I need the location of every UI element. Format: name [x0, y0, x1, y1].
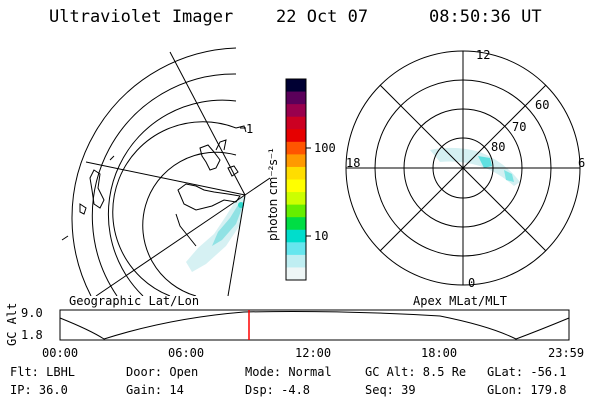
- colorbar-cell: [286, 254, 306, 268]
- status-glat: GLat: -56.1: [487, 365, 567, 379]
- colorbar-tick-10: 10: [314, 229, 329, 243]
- colorbar-cell: [286, 116, 306, 130]
- time-tick-1800: 18:00: [421, 346, 458, 360]
- status-gc-alt: GC Alt: 8.5 Re: [365, 365, 467, 379]
- colorbar-cell: [286, 242, 306, 256]
- status-mode: Mode: Normal: [245, 365, 332, 379]
- mlt-label-12: 12: [476, 48, 491, 62]
- status-gain: Gain: 14: [126, 383, 184, 397]
- geographic-map: [61, 47, 270, 296]
- mlt-label-0: 0: [468, 276, 476, 290]
- colorbar-cell: [286, 91, 306, 105]
- mlt-label-18: 18: [346, 156, 361, 170]
- colorbar-cell: [286, 79, 306, 93]
- colorbar-cell: [286, 141, 306, 155]
- altitude-axis-label: GC Alt: [5, 302, 19, 346]
- alt-tick-9: 9.0: [21, 306, 43, 320]
- polar-plot-label: Apex MLat/MLT: [413, 294, 507, 308]
- polar-plot: [345, 50, 581, 286]
- time-tick-0600: 06:00: [168, 346, 205, 360]
- colorbar-frame: [285, 78, 307, 281]
- status-dsp: Dsp: -4.8: [245, 383, 311, 397]
- colorbar: [286, 79, 306, 281]
- instrument-title: Ultraviolet Imager: [49, 7, 234, 27]
- geo-aurora: [186, 196, 246, 272]
- status-glon: GLon: 179.8: [487, 383, 567, 397]
- time-tick-2359: 23:59: [548, 346, 585, 360]
- colorbar-cell: [286, 104, 306, 118]
- date-label: 22 Oct 07: [276, 7, 369, 27]
- mlat-label-70: 70: [512, 120, 527, 134]
- colorbar-cell: [286, 217, 306, 231]
- altitude-chart: [59, 309, 570, 341]
- colorbar-cell: [286, 154, 306, 168]
- status-ip: IP: 36.0: [10, 383, 68, 397]
- mlat-label-60: 60: [535, 98, 550, 112]
- colorbar-cell: [286, 204, 306, 218]
- alt-tick-1-8: 1.8: [21, 328, 43, 342]
- status-seq: Seq: 39: [365, 383, 416, 397]
- colorbar-cell: [286, 166, 306, 180]
- mlt-label-6: 6: [578, 156, 586, 170]
- colorbar-unit-label: photon cm⁻²s⁻¹: [266, 148, 280, 241]
- colorbar-cell: [286, 192, 306, 206]
- colorbar-cell: [286, 179, 306, 193]
- colorbar-cell: [286, 267, 306, 281]
- geo-tick-label: 1: [246, 122, 254, 136]
- mlat-label-80: 80: [491, 140, 506, 154]
- geo-map-label: Geographic Lat/Lon: [69, 294, 200, 308]
- time-tick-1200: 12:00: [295, 346, 332, 360]
- status-filter: Flt: LBHL: [10, 365, 76, 379]
- colorbar-cell: [286, 129, 306, 143]
- time-label: 08:50:36 UT: [429, 7, 542, 27]
- status-door: Door: Open: [126, 365, 199, 379]
- colorbar-tick-100: 100: [314, 141, 336, 155]
- time-tick-0000: 00:00: [42, 346, 79, 360]
- colorbar-cell: [286, 229, 306, 243]
